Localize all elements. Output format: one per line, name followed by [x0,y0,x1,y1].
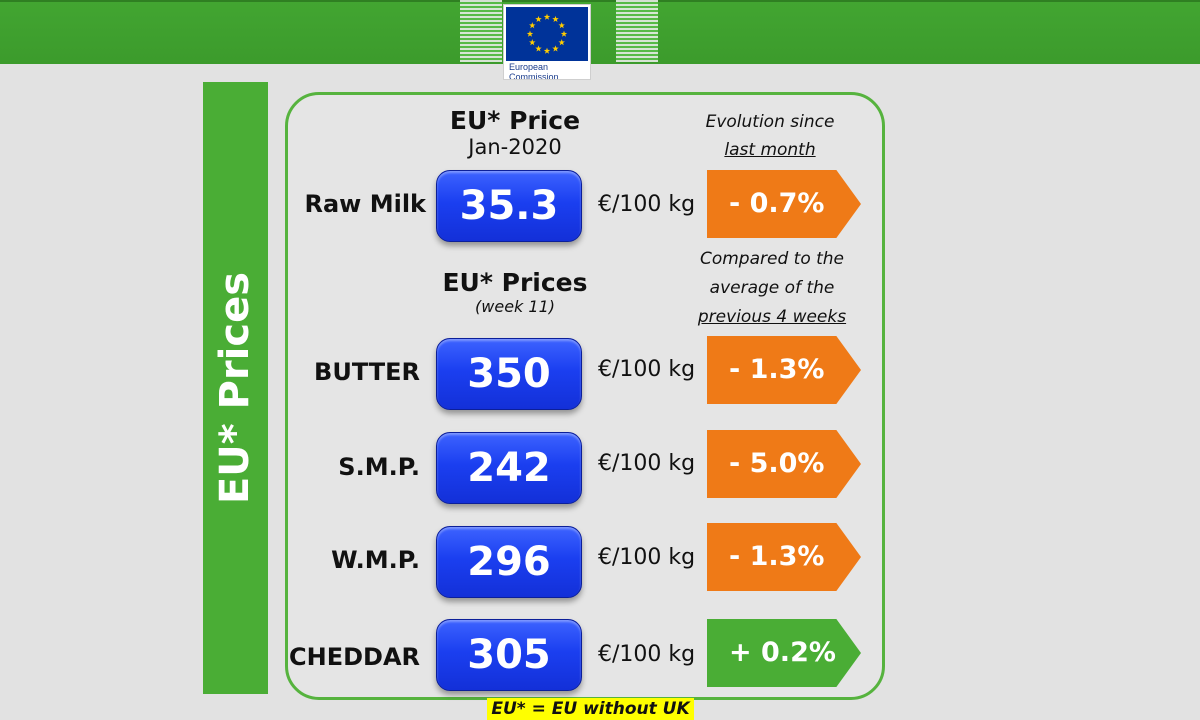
european-commission-logo: European Commission [460,0,660,80]
evolution-header-line1: Evolution since [705,112,835,132]
eu-star-icon [558,22,565,29]
eu-star-icon [526,30,534,37]
eu-star-icon [558,39,565,46]
evolution-header: Evolution since last month [680,108,860,164]
butter-label: BUTTER [314,358,420,386]
logo-card: European Commission [503,4,591,80]
eu-star-icon [535,15,542,23]
eu-star-icon [560,30,568,37]
evolution-header-line2: last month [724,140,816,160]
raw-milk-change-arrow: - 0.7% [707,170,861,238]
compare-header-line3: previous 4 weeks [697,307,847,327]
raw-milk-header-period: Jan-2020 [468,135,562,159]
products-header-title: EU* Prices [442,268,588,297]
smp-unit: €/100 kg [598,451,696,476]
wmp-price: 296 [436,526,582,598]
raw-milk-price: 35.3 [436,170,582,242]
cheddar-label: CHEDDAR [289,643,420,671]
butter-price: 350 [436,338,582,410]
logo-text-line1: European [509,62,549,72]
side-band [203,82,268,694]
eu-star-icon [552,45,559,52]
butter-change-arrow: - 1.3% [707,336,861,404]
eu-star-icon [543,13,551,20]
wmp-label: W.M.P. [331,546,420,574]
butter-unit: €/100 kg [598,357,696,382]
compare-header: Compared to the average of the previous … [672,245,872,332]
wmp-unit: €/100 kg [598,545,696,570]
products-header-period: (week 11) [475,297,555,316]
logo-text-line2: Commission [509,72,559,80]
side-title: EU* Prices [212,271,258,505]
raw-milk-header: EU* Price Jan-2020 [430,106,600,159]
eu-flag-icon [506,7,588,61]
cheddar-unit: €/100 kg [598,642,696,667]
smp-label: S.M.P. [338,453,420,481]
products-header: EU* Prices (week 11) [430,268,600,316]
eu-star-icon [535,45,542,52]
footnote: EU* = EU without UK [487,698,694,720]
wmp-change-arrow: - 1.3% [707,523,861,591]
smp-change-arrow: - 5.0% [707,430,861,498]
eu-star-icon [543,47,551,54]
cheddar-price: 305 [436,619,582,691]
raw-milk-header-title: EU* Price [449,106,581,135]
cheddar-change-arrow: + 0.2% [707,619,861,687]
eu-star-icon [552,15,559,23]
eu-star-icon [529,39,536,46]
smp-price: 242 [436,432,582,504]
top-banner [0,0,1200,64]
logo-stripes-left [460,0,502,62]
raw-milk-unit: €/100 kg [598,192,696,217]
compare-header-line1: Compared to the [699,249,845,269]
logo-text: European Commission [509,62,559,80]
eu-star-icon [529,22,536,29]
logo-stripes-right [616,0,658,62]
raw-milk-label: Raw Milk [304,190,427,218]
compare-header-line2: average of the [709,278,835,298]
